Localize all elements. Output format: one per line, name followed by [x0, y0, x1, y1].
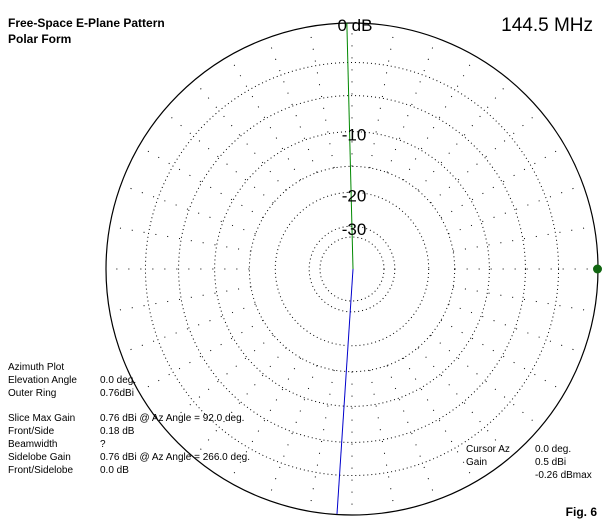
chart-title: Free-Space E-Plane Pattern	[8, 16, 165, 30]
cursor-value: -0.26 dBmax	[535, 470, 592, 481]
grid-spoke	[448, 184, 584, 235]
grid-rings	[144, 61, 560, 477]
ring-label: -30	[342, 220, 367, 239]
info-label: Outer Ring	[8, 388, 57, 399]
grid-spoke	[308, 26, 335, 168]
grid-ring	[178, 95, 526, 443]
grid-spoke	[120, 184, 256, 235]
grid-spoke	[386, 37, 437, 173]
cursor-value: 0.0 deg.	[535, 444, 572, 455]
ring-label: 0 dB	[338, 16, 373, 35]
ring-label: -20	[342, 186, 367, 205]
grid-spoke	[440, 319, 566, 393]
pattern-trace	[336, 268, 354, 515]
frequency-label: 144.5 MHz	[501, 15, 593, 36]
grid-spoke	[402, 55, 476, 181]
grid-spoke	[440, 145, 566, 219]
info-value: 0.76 dBi @ Az Angle = 266.0 deg.	[100, 452, 250, 463]
grid-spoke	[369, 370, 396, 512]
grid-spoke	[163, 110, 274, 204]
grid-spoke	[308, 370, 335, 512]
grid-ring	[319, 236, 385, 302]
info-label: Slice Max Gain	[8, 413, 76, 424]
grid-spoke	[430, 334, 541, 428]
info-label: Front/Sidelobe	[8, 465, 74, 476]
grid-spoke	[417, 80, 511, 191]
grid-ring	[308, 225, 396, 313]
info-value: 0.76 dBi @ Az Angle = 92.0 deg.	[100, 413, 245, 424]
ring-labels: 0 dB -10 -20 -30	[338, 16, 373, 239]
grid-spoke	[448, 303, 584, 354]
grid-spoke	[267, 37, 318, 173]
grid-ring	[144, 61, 560, 477]
grid-spoke	[109, 286, 251, 313]
info-label: Elevation Angle	[8, 375, 77, 386]
grid-ring	[248, 165, 456, 373]
info-value: 0.76dBi	[100, 388, 134, 399]
azimuth-info-panel: Azimuth Plot Elevation Angle 0.0 deg. Ou…	[8, 361, 298, 477]
grid-spoke	[430, 110, 541, 204]
cursor-label: Cursor Az	[466, 444, 510, 455]
grid-spoke	[453, 225, 595, 252]
info-value: 0.0 deg.	[100, 375, 137, 386]
info-label: Beamwidth	[8, 439, 58, 450]
chart-subtitle: Polar Form	[8, 32, 72, 46]
cursor-line[interactable]	[346, 23, 354, 270]
info-value: ?	[100, 439, 106, 450]
info-value: 0.0 dB	[100, 465, 129, 476]
info-value: 0.18 dB	[100, 426, 135, 437]
cursor-label: Gain	[466, 457, 488, 468]
grid-spoke	[120, 303, 256, 354]
info-label: Sidelobe Gain	[8, 452, 71, 463]
grid-spoke	[402, 357, 476, 483]
grid-spoke	[193, 80, 287, 191]
cursor-value: 0.5 dBi	[535, 457, 567, 468]
grid-spoke	[109, 225, 251, 252]
figure-label: Fig. 6	[565, 505, 597, 519]
cursor-info-panel: Cursor Az 0.0 deg. Gain 0.5 dBi -0.26 dB…	[466, 443, 606, 482]
grid-spoke	[138, 145, 264, 219]
info-heading: Azimuth Plot	[8, 362, 65, 373]
grid-spoke	[417, 347, 511, 458]
grid-spoke	[228, 55, 302, 181]
grid-ring	[214, 131, 490, 407]
grid-spoke	[453, 286, 595, 313]
info-label: Front/Side	[8, 426, 55, 437]
grid-spoke	[369, 26, 396, 168]
grid-spoke	[386, 365, 437, 501]
grid-ring	[274, 191, 430, 347]
ring-label: -10	[342, 126, 367, 145]
max-gain-marker[interactable]	[593, 264, 602, 274]
